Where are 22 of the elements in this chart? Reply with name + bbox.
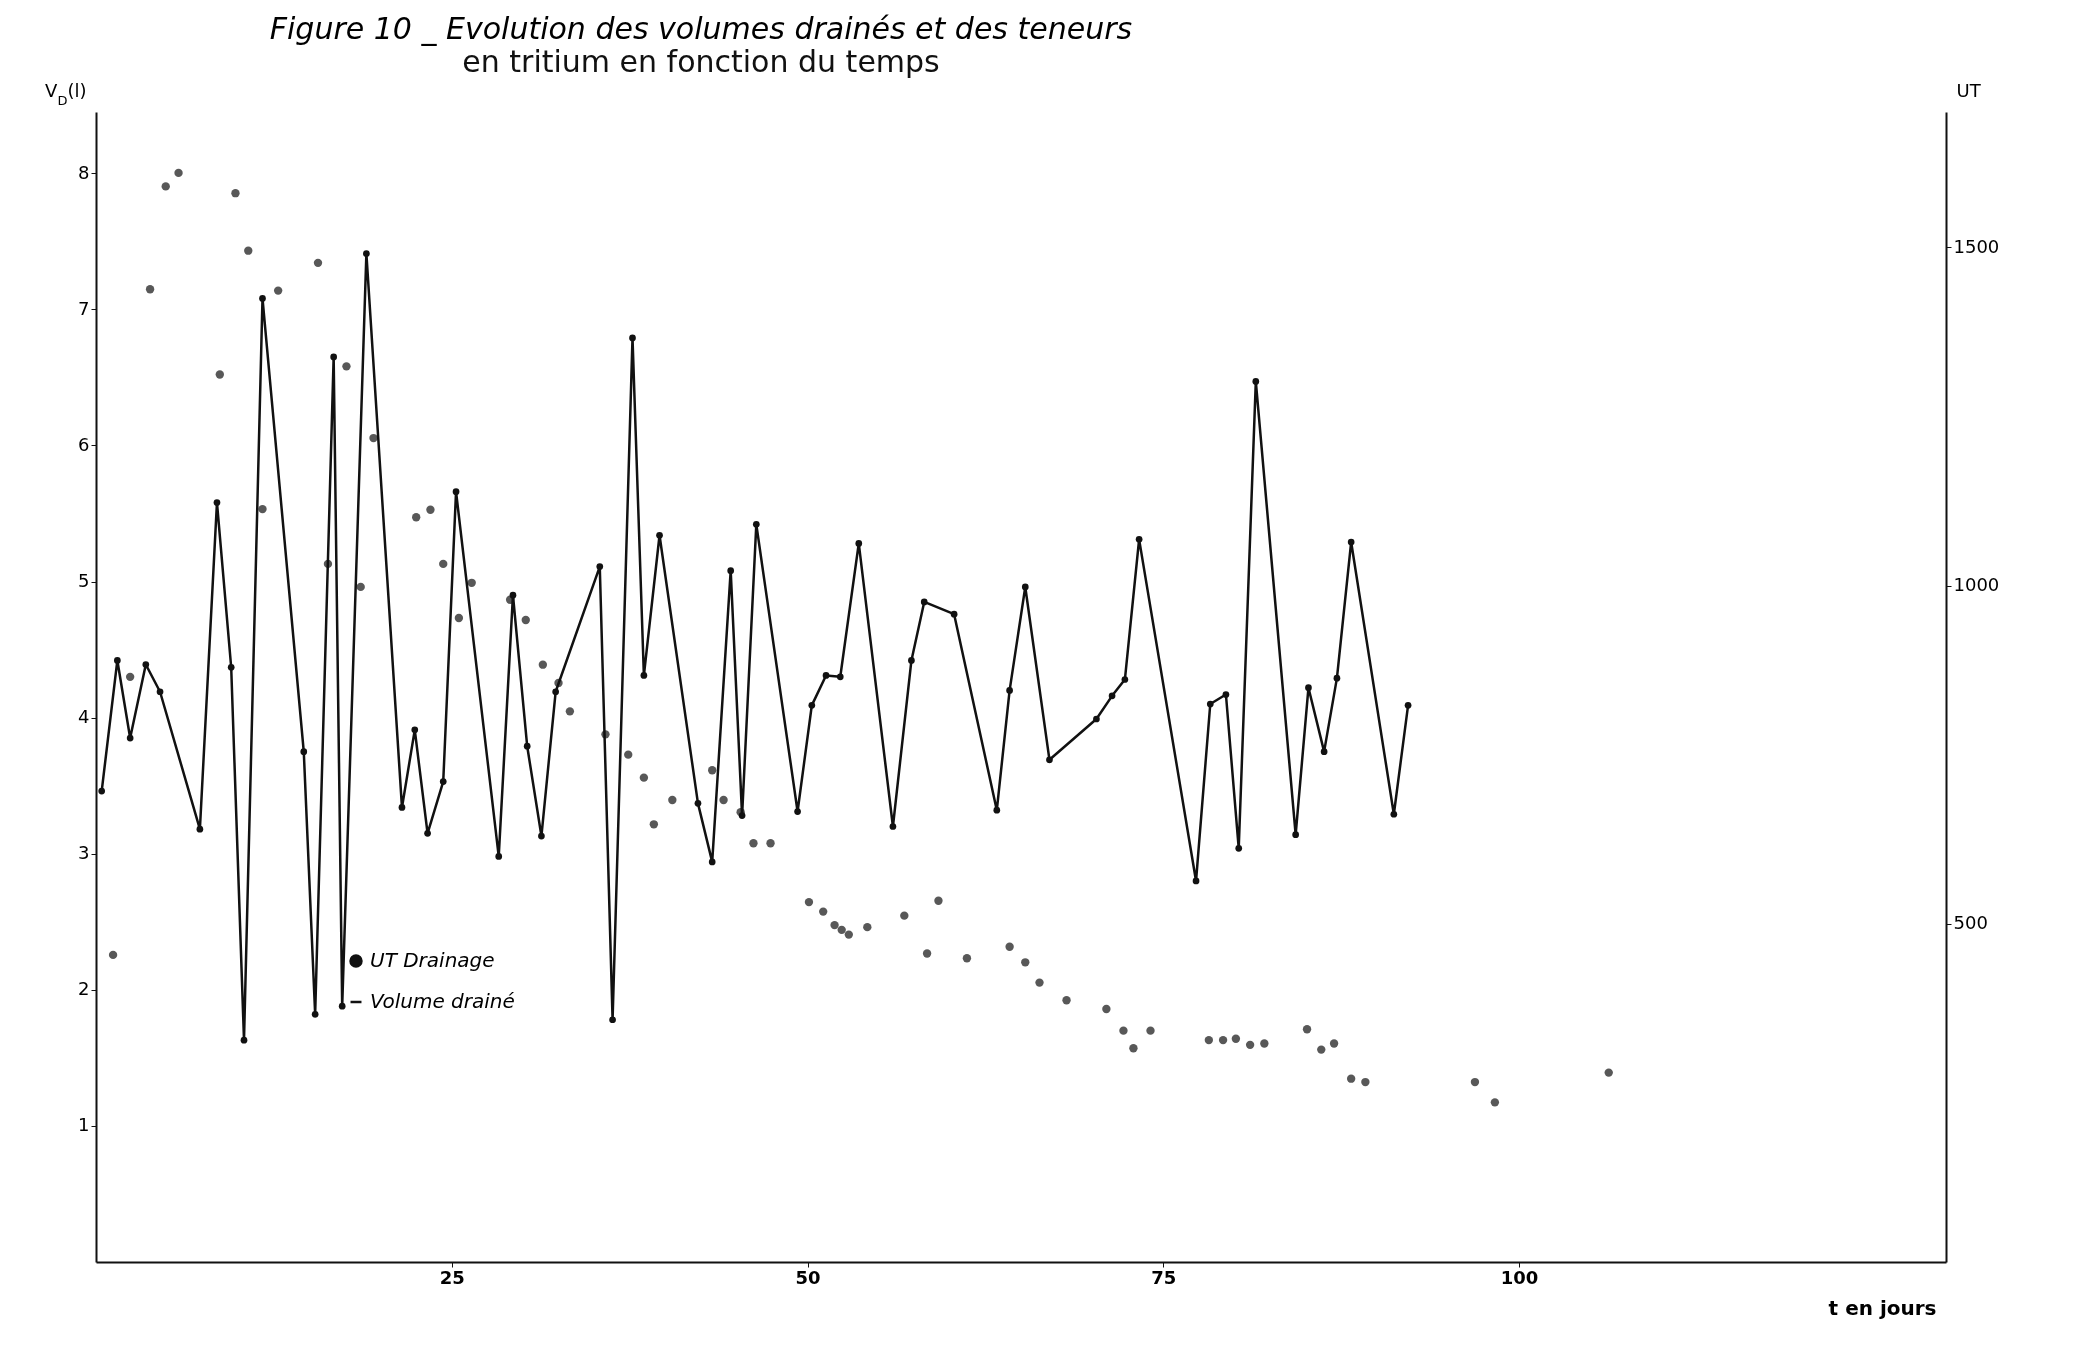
- y2-tick-label: 500: [1953, 912, 1988, 934]
- y2-tick-label: 1500: [1953, 235, 2000, 257]
- y-tick-label: 5: [78, 570, 90, 592]
- x-tick-label: 50: [795, 1266, 821, 1288]
- y-tick-label: 1: [78, 1114, 90, 1136]
- y-tick-label: 7: [78, 297, 90, 319]
- chart-subtitle: en tritium en fonction du temps: [462, 44, 940, 79]
- legend-label: Volume drainé: [370, 989, 515, 1013]
- y2-axis-title: UT: [1956, 79, 1982, 101]
- y-axis-title: V$_{D}$(l): [45, 79, 87, 107]
- x-tick-label: 75: [1151, 1266, 1177, 1288]
- y2-tick-label: 1000: [1953, 574, 2000, 596]
- x-axis-title: t en jours: [1828, 1295, 1937, 1320]
- y-tick-label: 3: [78, 842, 90, 864]
- y-tick-label: 2: [78, 978, 90, 1000]
- x-tick-label: 25: [439, 1266, 465, 1288]
- x-tick-label: 100: [1500, 1266, 1539, 1288]
- chart-title: Figure 10 _ Evolution des volumes drainés et des teneurs: [269, 11, 1133, 46]
- y-tick-label: 6: [78, 433, 90, 455]
- y-tick-label: 8: [78, 161, 90, 183]
- y-tick-label: 4: [78, 706, 90, 728]
- legend-label: UT Drainage: [370, 948, 495, 972]
